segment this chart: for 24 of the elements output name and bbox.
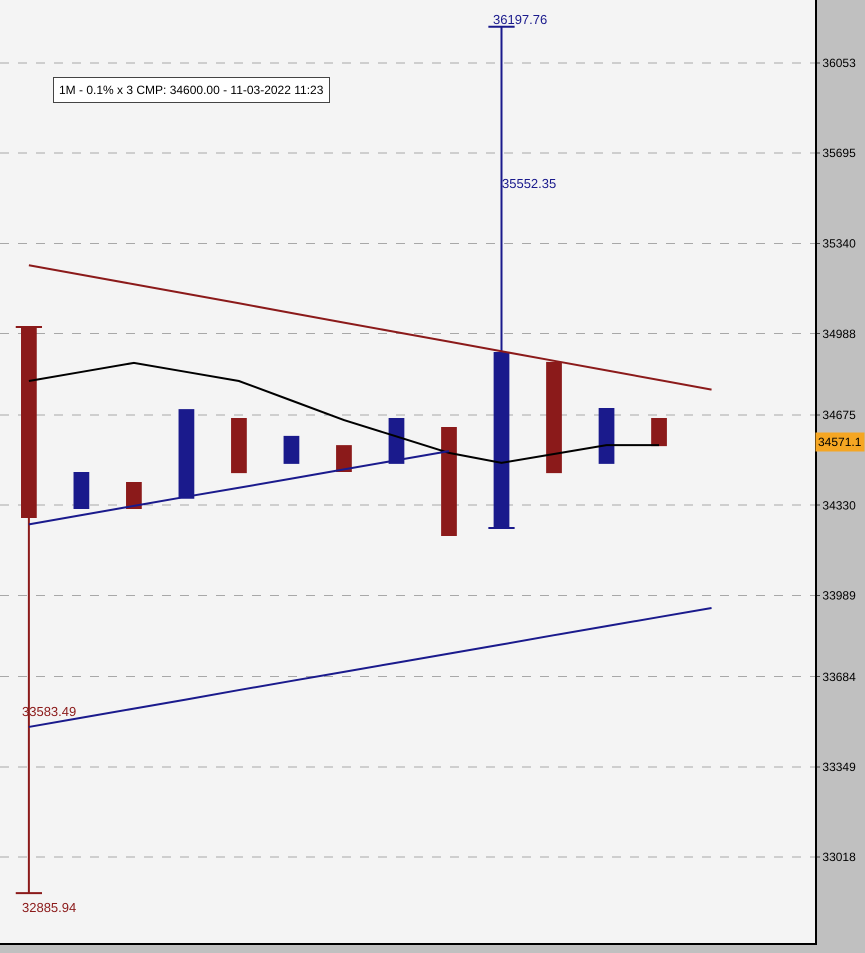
bar: [651, 418, 667, 446]
y-tick-label: 35695: [822, 146, 856, 160]
bar: [441, 427, 457, 536]
bar: [336, 445, 352, 472]
bar: [74, 472, 90, 510]
y-tick-label: 33684: [822, 670, 856, 684]
y-tick-label: 35340: [822, 236, 856, 250]
y-tick-label: 36053: [822, 56, 856, 70]
annotation: 32885.94: [22, 900, 76, 915]
y-tick-label: 34675: [822, 408, 856, 422]
y-tick-label: 34330: [822, 498, 856, 512]
text: 34571.1: [818, 435, 862, 449]
bar: [126, 482, 142, 510]
annotation: 36197.76: [493, 12, 548, 27]
annotation: 1M - 0.1% x 3 CMP: 34600.00 - 11-03-2022 11:23: [59, 83, 324, 97]
y-tick-label: 34988: [822, 326, 856, 341]
bar: [284, 436, 300, 464]
annotation: 35552.35: [502, 176, 556, 191]
line-series: [28, 362, 660, 464]
y-tick-label: 33989: [822, 588, 856, 602]
bar: [231, 418, 247, 474]
y-tick-label: 33018: [822, 850, 856, 864]
y-tick-label: 33349: [822, 760, 856, 774]
bar: [598, 408, 614, 464]
